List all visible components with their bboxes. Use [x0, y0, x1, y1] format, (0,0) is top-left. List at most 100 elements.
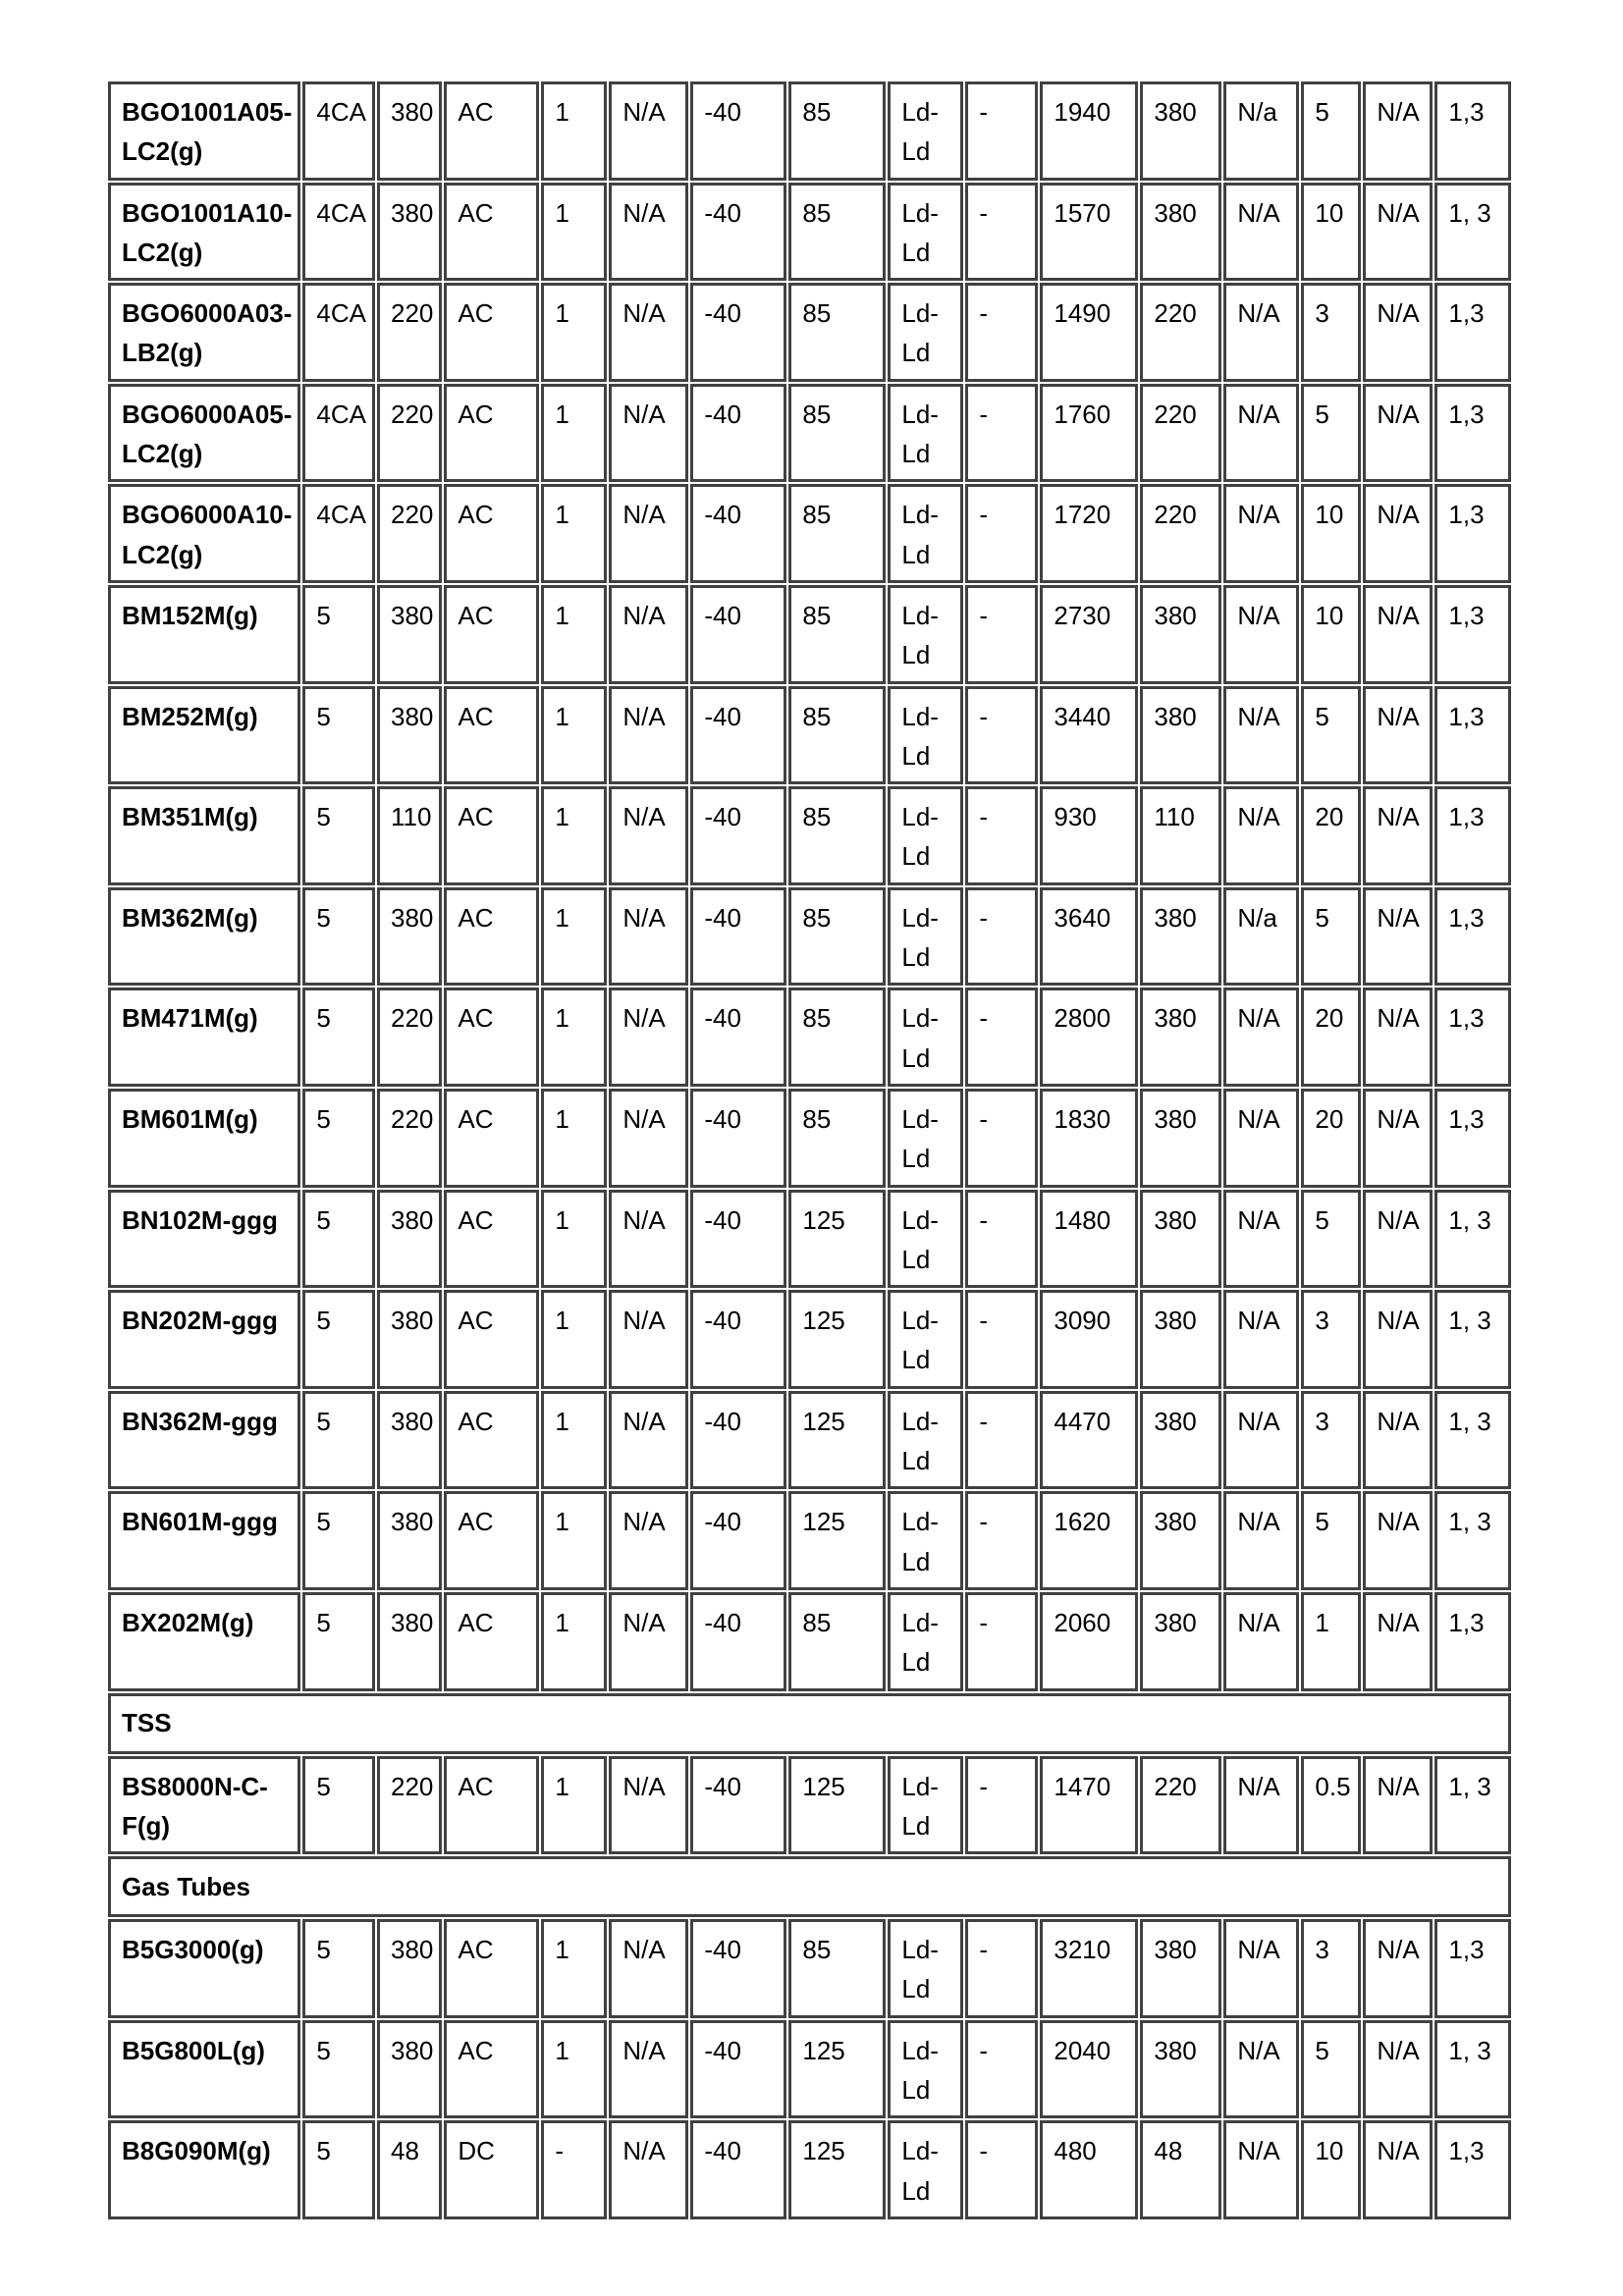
table-cell: 5 [1301, 1491, 1362, 1590]
table-row: B5G800L(g) 5 380 AC 1 N/A -40 125 Ld-Ld -2040 380 N… [108, 2019, 1512, 2119]
table-cell: 380 [377, 81, 443, 181]
table-cell: N/A [1363, 383, 1434, 483]
table-cell: - [965, 1189, 1039, 1289]
table-cell: N/a [1223, 886, 1300, 987]
section-row: Gas Tubes [108, 1856, 1512, 1918]
table-cell: 220 [377, 283, 443, 382]
table-cell: -40 [690, 988, 787, 1087]
table-cell: 2040 [1040, 2019, 1139, 2119]
table-cell: -40 [690, 283, 787, 382]
table-cell: 4CA [302, 81, 375, 181]
table-cell: 1,3 [1434, 584, 1512, 684]
table-cell: - [965, 1088, 1039, 1188]
table-cell: 5 [302, 1088, 375, 1188]
table-cell: 5 [302, 2120, 375, 2219]
table-cell: -40 [690, 886, 787, 987]
part-number-cell: BN601M-ggg [108, 1491, 301, 1590]
table-cell: -40 [690, 1591, 787, 1691]
table-cell: 380 [377, 685, 443, 785]
table-cell: 48 [377, 2120, 443, 2219]
table-cell: -40 [690, 1491, 787, 1590]
table-cell: -40 [690, 2019, 787, 2119]
table-cell: 5 [302, 988, 375, 1087]
table-row: B5G3000(g) 5 380 AC 1 N/A -40 85 Ld-Ld -3210 380 N/… [108, 1919, 1512, 2018]
table-row: B8G090M(g) 5 48 DC - N/A -40 125 Ld-Ld -480 48 N/A 1… [108, 2120, 1512, 2219]
table-cell: 85 [788, 81, 887, 181]
table-cell: - [965, 786, 1039, 885]
table-cell: 2800 [1040, 988, 1139, 1087]
table-cell: N/A [609, 886, 689, 987]
table-cell: AC [444, 1390, 540, 1490]
table-row: BM152M(g) 5 380 AC 1 N/A -40 85 Ld-Ld -2730 380 N/A… [108, 584, 1512, 684]
table-cell: 1720 [1040, 484, 1139, 583]
table-cell: N/A [609, 2120, 689, 2219]
table-cell: -40 [690, 1088, 787, 1188]
table-cell: 380 [1140, 1919, 1222, 2018]
table-cell: 85 [788, 584, 887, 684]
table-cell: N/A [609, 786, 689, 885]
table-cell: -40 [690, 1919, 787, 2018]
table-cell: 3640 [1040, 886, 1139, 987]
table-cell: N/A [1223, 786, 1300, 885]
table-cell: 380 [377, 1491, 443, 1590]
table-cell: 5 [1301, 2019, 1362, 2119]
table-cell: AC [444, 685, 540, 785]
table-cell: N/A [609, 81, 689, 181]
table-cell: 380 [1140, 1591, 1222, 1691]
table-cell: 85 [788, 383, 887, 483]
table-cell: 380 [1140, 2019, 1222, 2119]
table-cell: -40 [690, 1290, 787, 1389]
table-cell: - [965, 988, 1039, 1087]
table-row: BM252M(g) 5 380 AC 1 N/A -40 85 Ld-Ld -3440 380 N/A… [108, 685, 1512, 785]
table-cell: - [965, 182, 1039, 282]
table-cell: N/A [609, 1189, 689, 1289]
table-cell: -40 [690, 484, 787, 583]
table-cell: Ld-Ld [888, 1290, 964, 1389]
table-cell: 380 [1140, 988, 1222, 1087]
table-cell: N/A [1363, 1919, 1434, 2018]
table-cell: AC [444, 786, 540, 885]
table-cell: 1 [541, 1088, 608, 1188]
table-cell: N/A [1363, 1189, 1434, 1289]
part-number-cell: B5G3000(g) [108, 1919, 301, 2018]
part-number-cell: BM601M(g) [108, 1088, 301, 1188]
part-number-cell: BGO1001A10-LC2(g) [108, 182, 301, 282]
table-cell: 1, 3 [1434, 1189, 1512, 1289]
table-cell: N/A [609, 1491, 689, 1590]
table-cell: N/A [1223, 1591, 1300, 1691]
table-cell: N/A [609, 283, 689, 382]
table-cell: N/A [1363, 685, 1434, 785]
table-cell: 5 [1301, 886, 1362, 987]
table-cell: - [965, 1755, 1039, 1855]
table-cell: 4CA [302, 484, 375, 583]
table-cell: 1 [1301, 1591, 1362, 1691]
table-cell: 1 [541, 1491, 608, 1590]
table-cell: 220 [377, 383, 443, 483]
table-cell: 380 [377, 886, 443, 987]
table-cell: 5 [302, 886, 375, 987]
table-cell: N/A [1363, 484, 1434, 583]
table-row: BN102M-ggg 5 380 AC 1 N/A -40 125 Ld-Ld -1480 380 N… [108, 1189, 1512, 1289]
table-cell: 1 [541, 786, 608, 885]
table-row: BX202M(g) 5 380 AC 1 N/A -40 85 Ld-Ld -2060 380 N/A… [108, 1591, 1512, 1691]
table-cell: N/A [1223, 1491, 1300, 1590]
table-cell: Ld-Ld [888, 988, 964, 1087]
part-number-cell: BM152M(g) [108, 584, 301, 684]
table-cell: 10 [1301, 584, 1362, 684]
table-cell: 220 [1140, 383, 1222, 483]
table-cell: N/A [609, 1088, 689, 1188]
table-cell: N/A [609, 484, 689, 583]
table-cell: - [965, 584, 1039, 684]
table-cell: N/A [1363, 1290, 1434, 1389]
table-cell: 380 [1140, 182, 1222, 282]
table-cell: 380 [377, 1290, 443, 1389]
table-cell: N/A [1223, 584, 1300, 684]
table-cell: 1,3 [1434, 81, 1512, 181]
table-cell: - [965, 383, 1039, 483]
table-cell: 125 [788, 1491, 887, 1590]
part-number-cell: BM362M(g) [108, 886, 301, 987]
table-row: BN362M-ggg 5 380 AC 1 N/A -40 125 Ld-Ld -4470 380 N… [108, 1390, 1512, 1490]
table-cell: Ld-Ld [888, 2019, 964, 2119]
table-cell: AC [444, 81, 540, 181]
table-body: BGO1001A05-LC2(g) 4CA 380 AC 1 N/A -40 85 Ld-Ld -… [108, 81, 1512, 2219]
